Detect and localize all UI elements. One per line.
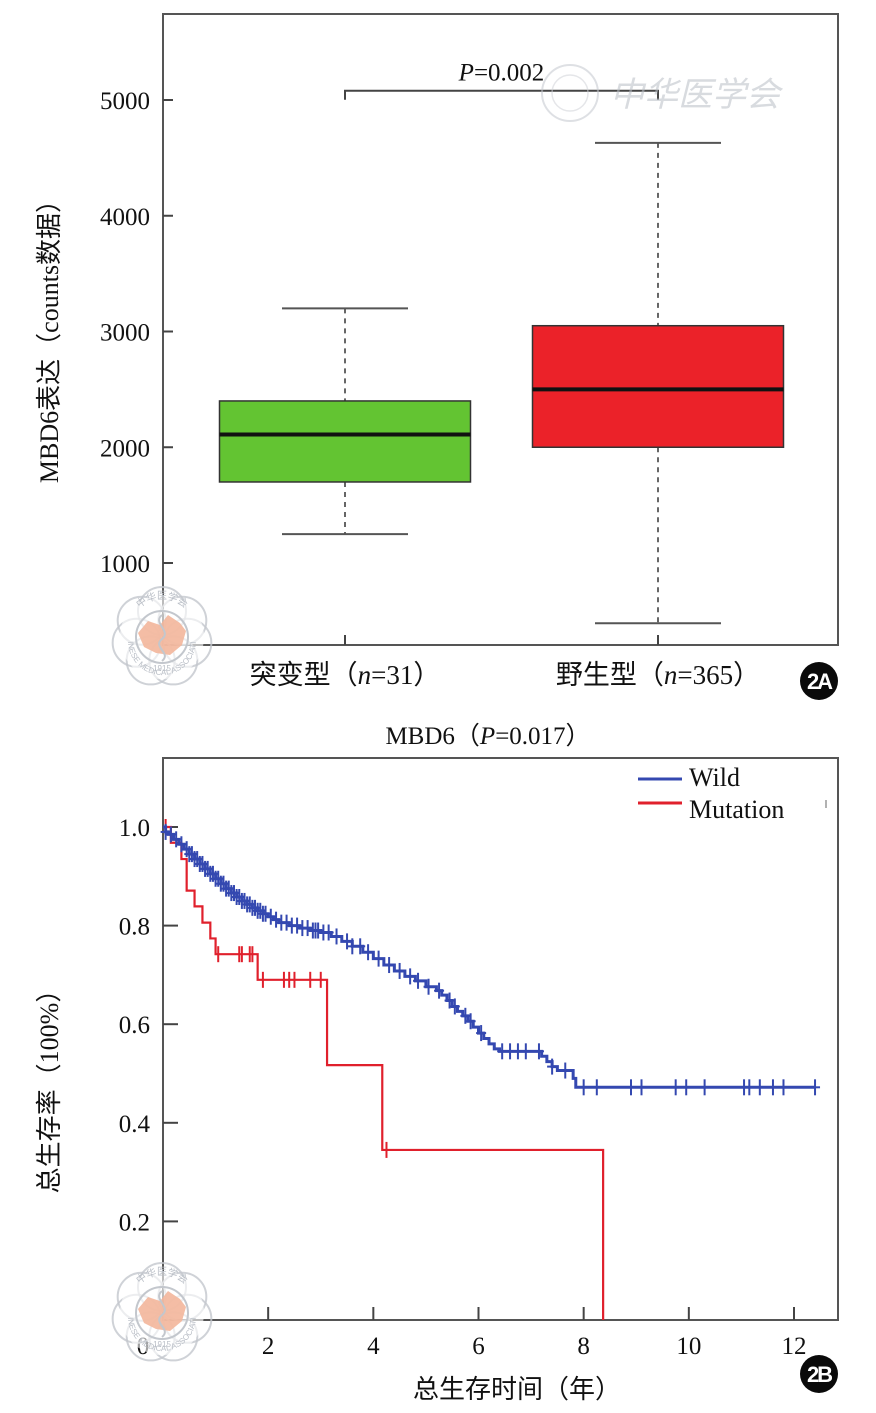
title-gene: MBD6（ [385,722,479,750]
survival-step-line [163,825,816,1089]
x-tick-label: 2 [262,1333,275,1360]
survival-step-line [163,825,605,1320]
y-tick-label: 0.6 [119,1012,150,1039]
n-value: =31） [371,660,440,690]
panel-badge-2a: 2A [800,662,838,700]
y-tick-label: 0.2 [119,1209,150,1236]
seal-icon [541,64,599,122]
watermark-seal-2b: 1915CHINESE MEDICAL ASSOCIATION中华医学会 [111,1262,213,1362]
x-category-label: 野生型（n=365） [556,660,760,690]
seal-caption-top-path: 中华医学会 [133,1265,190,1286]
seal-caption-top: 中华医学会 [133,589,190,610]
legend-label-wild: Wild [689,763,740,792]
watermark-seal-2a: 1915CHINESE MEDICAL ASSOCIATION中华医学会 [111,586,213,686]
seal-caption-top-path: 中华医学会 [133,589,190,610]
y-tick-label: 4000 [100,204,150,231]
y-tick-label: 1.0 [119,815,150,842]
box-mutation [218,307,472,536]
seal-inner-ring [135,610,189,664]
badge-text-2a: 2A [807,669,833,694]
y-tick-label: 0.4 [119,1111,151,1138]
map-icon [138,1291,186,1331]
title-p-italic: P [479,723,495,750]
x-tick-label: 6 [472,1333,485,1360]
y-axis-2b: 0.2 0.4 0.6 0.8 1.0 [119,815,178,1236]
title-p-value: =0.017） [495,722,590,750]
seal-inner-ring [135,1286,189,1340]
n-symbol: n [664,660,678,690]
plot-frame-2a [162,13,839,646]
seal-year: 1915 [153,664,171,673]
y-tick-label: 2000 [100,435,150,462]
iqr-box [218,400,472,483]
iqr-box [531,324,785,448]
n-symbol: n [358,660,372,690]
plot-frame-2b [162,757,839,1321]
panel-2b-survival: MBD6（P=0.017） 0.20.40.60.81.0 024681012 … [35,722,839,1404]
x-axis-title-2b: 总生存时间（年） [413,1375,621,1404]
x-axis-2a: 突变型（n=31） 野生型（n=365） [250,635,760,690]
map-icon [138,615,186,655]
staff-icon [158,614,166,662]
survival-curves [160,819,821,1320]
y-tick-label: 0.8 [119,914,150,941]
badge-text-2b: 2B [807,1362,832,1387]
y-tick-label: 5000 [100,88,150,115]
series-wild [160,823,821,1096]
staff-icon [158,1290,166,1338]
y-axis-2a: 1000 2000 3000 4000 5000 [100,88,173,578]
p-value: =0.002 [474,60,544,87]
p-value-label-2a: P=0.002 [458,60,545,87]
significance-bracket [344,89,659,100]
y-axis-title-2b: 总生存率（100%） [35,977,64,1194]
seal-year: 1915 [153,1340,171,1349]
p-label-italic: P [458,60,474,87]
y-tick-label: 3000 [100,320,150,347]
box-wild [531,141,785,625]
y-tick-label: 1000 [100,551,150,578]
n-value: =365） [677,660,760,690]
seal-caption-top: 中华医学会 [133,1265,190,1286]
category-name: 野生型（ [556,660,664,690]
x-tick-label: 10 [676,1333,701,1360]
legend-label-mutation: Mutation [689,795,784,824]
x-tick-label: 4 [367,1333,380,1360]
x-tick-label: 12 [782,1333,807,1360]
watermark-text: 中华医学会 [610,76,784,114]
x-category-label: 突变型（n=31） [250,660,441,690]
category-name: 突变型（ [250,660,358,690]
boxes-2a [218,141,785,625]
chart-title-2b: MBD6（P=0.017） [385,722,590,750]
panel-badge-2b: 2B [800,1355,838,1393]
legend: Wild Mutation [638,763,827,824]
watermark-top: 中华医学会 [541,64,784,122]
x-tick-label: 8 [577,1333,590,1360]
y-axis-title-2a: MBD6表达（counts数据） [35,187,64,483]
